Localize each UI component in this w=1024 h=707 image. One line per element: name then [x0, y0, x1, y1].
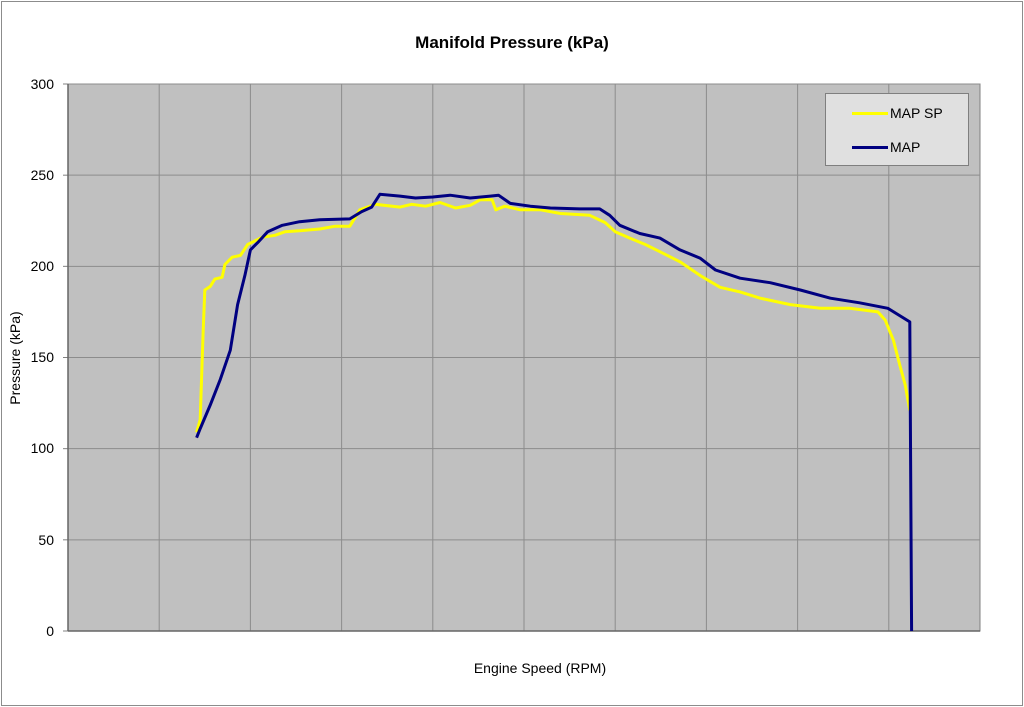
legend-label-map-sp: MAP SP: [890, 105, 943, 121]
legend-item-map: MAP: [852, 139, 920, 155]
series-line-map-sp: [195, 198, 912, 433]
legend-item-map-sp: MAP SP: [852, 105, 943, 121]
y-tick-0: 0: [46, 623, 54, 639]
y-tick-100: 100: [30, 440, 54, 456]
y-tick-300: 300: [30, 76, 54, 92]
legend-swatch-navy-line-icon: [852, 145, 888, 149]
y-tick-50: 50: [38, 532, 54, 548]
y-tick-200: 200: [30, 258, 54, 274]
legend-swatch-yellow-line-icon: [852, 111, 888, 115]
y-tick-150: 150: [30, 349, 54, 365]
legend: MAP SP MAP: [825, 93, 969, 166]
chart-title: Manifold Pressure (kPa): [415, 33, 609, 52]
series-line-map: [195, 192, 914, 632]
y-tick-250: 250: [30, 167, 54, 183]
x-axis-label: Engine Speed (RPM): [473, 660, 607, 676]
legend-label-map: MAP: [890, 139, 921, 155]
